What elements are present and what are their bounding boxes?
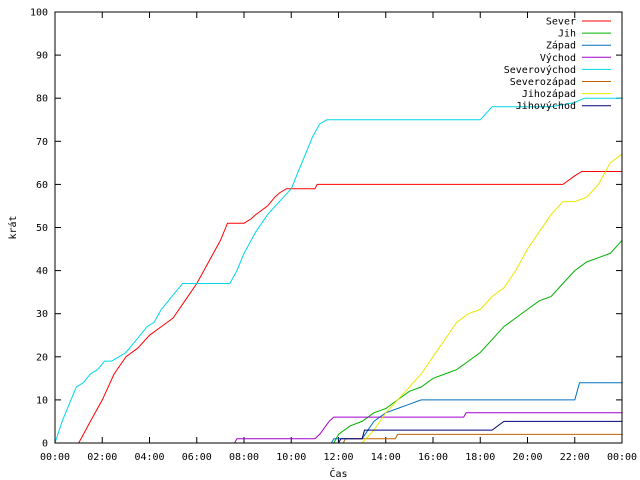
y-tick-label: 0 bbox=[42, 439, 48, 450]
y-tick-label: 80 bbox=[36, 94, 48, 105]
x-tick-label: 00:00 bbox=[40, 452, 70, 463]
series-line bbox=[55, 412, 622, 444]
y-tick-label: 70 bbox=[36, 137, 48, 148]
plot-frame bbox=[54, 11, 623, 444]
y-tick-label: 20 bbox=[36, 352, 48, 363]
tick-labels: 0 10 20 30 40 50 60 70 80 90 100 00:00 02:00 04:00 06:… bbox=[30, 8, 637, 464]
legend-label: Jih bbox=[558, 29, 576, 40]
legend: SeverJihZápadVýchodSeverovýchodSeverozáp… bbox=[504, 17, 611, 112]
series-line bbox=[55, 153, 623, 444]
y-axis-title: krát bbox=[7, 215, 19, 239]
legend-label: Východ bbox=[540, 52, 576, 64]
y-tick-label: 100 bbox=[30, 8, 48, 19]
x-tick-label: 08:00 bbox=[229, 452, 259, 463]
series-line bbox=[55, 171, 622, 444]
x-tick-label: 00:00 bbox=[607, 452, 637, 463]
x-tick-label: 14:00 bbox=[371, 452, 401, 463]
y-tick-label: 10 bbox=[36, 395, 48, 406]
series-line bbox=[55, 433, 622, 444]
x-axis-title: Čas bbox=[329, 467, 347, 480]
series-line bbox=[55, 420, 622, 444]
x-tick-label: 18:00 bbox=[465, 452, 495, 463]
x-tick-label: 22:00 bbox=[560, 452, 590, 463]
y-tick-label: 50 bbox=[36, 223, 48, 234]
legend-label: Jihozápad bbox=[522, 88, 576, 100]
y-tick-label: 40 bbox=[36, 266, 48, 277]
legend-label: Sever bbox=[546, 17, 576, 28]
x-tick-label: 06:00 bbox=[182, 452, 212, 463]
x-tick-label: 20:00 bbox=[512, 452, 542, 463]
x-tick-label: 10:00 bbox=[276, 452, 306, 463]
x-tick-label: 12:00 bbox=[323, 452, 353, 463]
legend-label: Severozápad bbox=[510, 76, 576, 88]
x-tick-label: 04:00 bbox=[134, 452, 164, 463]
y-tick-label: 30 bbox=[36, 309, 48, 320]
legend-label: Severovýchod bbox=[504, 64, 576, 76]
y-tick-label: 90 bbox=[36, 51, 48, 62]
legend-label: Západ bbox=[546, 40, 576, 52]
series-line bbox=[55, 240, 623, 444]
x-tick-label: 02:00 bbox=[87, 452, 117, 463]
legend-label: Jihovýchod bbox=[516, 100, 576, 112]
y-tick-label: 60 bbox=[36, 180, 48, 191]
x-tick-label: 16:00 bbox=[418, 452, 448, 463]
series-line bbox=[54, 97, 622, 444]
series-lines bbox=[54, 97, 623, 444]
